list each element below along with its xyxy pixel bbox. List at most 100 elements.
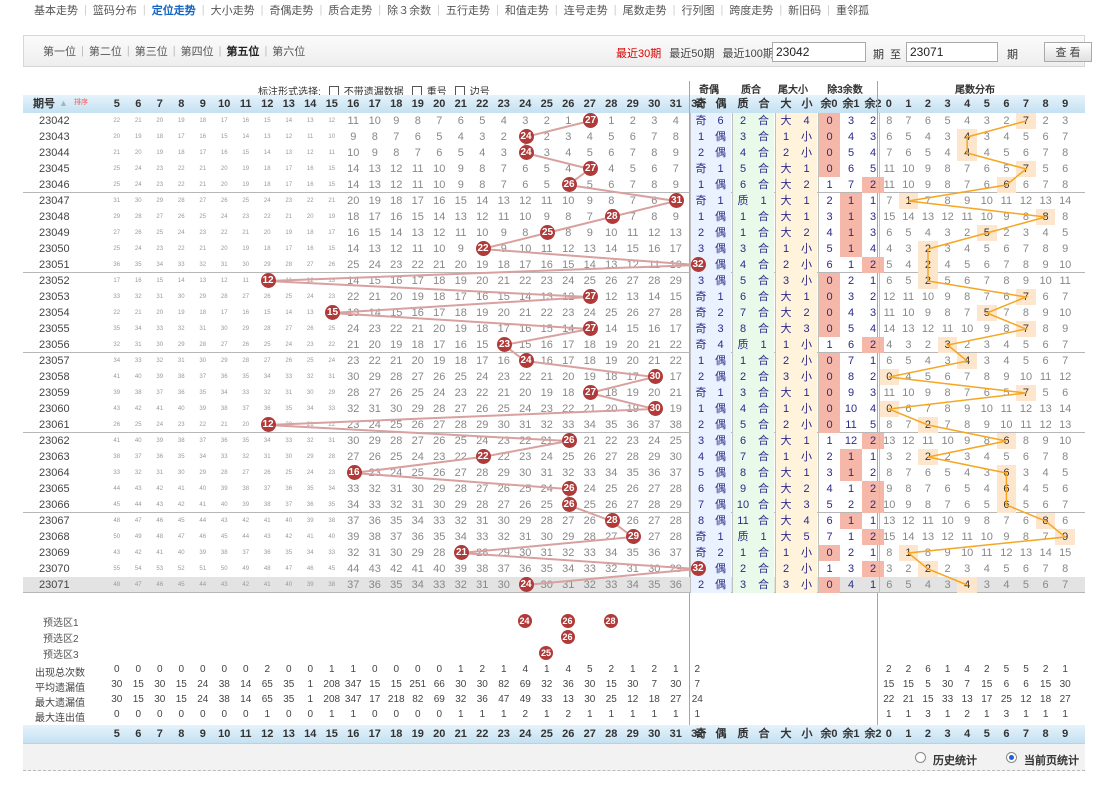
tail-cell: 4	[983, 147, 990, 159]
mod3-cell: 1	[847, 259, 855, 271]
composite-cell: 合	[753, 241, 774, 257]
preselection-ball[interactable]: 25	[539, 646, 553, 660]
stat-value: 208	[323, 694, 341, 705]
missing-value: 28	[669, 307, 682, 319]
footer-tail: 0	[885, 728, 892, 740]
checkbox-repeat[interactable]	[411, 85, 422, 96]
missing-value: 26	[220, 198, 228, 204]
position-tab[interactable]: 第三位	[134, 46, 168, 58]
nav-item[interactable]: 大小走势	[210, 5, 255, 17]
position-tab[interactable]: 第四位	[180, 46, 214, 58]
period-link[interactable]: 最近50期	[669, 48, 715, 60]
stat-value: 0	[242, 709, 249, 720]
tail-cell: 4	[924, 131, 932, 143]
nav-item[interactable]: 质合走势	[328, 5, 373, 17]
footer-number: 5	[113, 728, 120, 740]
nav-item[interactable]: 行列图	[681, 5, 715, 17]
tail-cell: 14	[879, 321, 899, 337]
toolbar: 第一位 | 第二位 | 第三位 | 第四位 | 第五位 | 第六位 最近30期 最近50期 最近100期…	[23, 35, 1092, 67]
stat-value: 65	[261, 694, 273, 705]
nav-item[interactable]: 重邻孤	[836, 5, 870, 17]
size-cell: 大	[775, 321, 796, 337]
tail-cell: 4	[879, 337, 899, 353]
query-button[interactable]: 查 看	[1044, 42, 1092, 62]
position-tab[interactable]: 第六位	[272, 46, 306, 58]
tail-cell: 7	[983, 275, 990, 287]
tail-cell: 2	[964, 227, 971, 239]
nav-item[interactable]: 新旧码	[788, 5, 822, 17]
mod3-cell: 0	[818, 161, 840, 177]
stat-label: 平均遗漏值	[35, 683, 85, 694]
radio-history[interactable]	[915, 752, 926, 763]
missing-value: 9	[457, 163, 464, 175]
mod3-cell: 0	[818, 273, 840, 289]
tail-cell: 13	[1039, 195, 1052, 207]
stat-value: 0	[135, 664, 142, 675]
header-sub: 奇	[695, 98, 707, 110]
table-row: 23044 21 20 19 18 17 16 15 14 13 12 11 10 9 8 7 6 5 4 3 24 3 4…	[23, 145, 1085, 161]
size-cell: 大	[775, 225, 796, 241]
nav-item[interactable]: 尾数走势	[622, 5, 667, 17]
composite-cell: 合	[753, 161, 774, 177]
missing-value: 9	[672, 147, 679, 159]
parity-cell: 奇	[690, 289, 711, 305]
parity-cell: 6	[710, 113, 731, 129]
period-number: 23047	[39, 195, 70, 207]
missing-value: 26	[306, 326, 314, 332]
stat-value: 30	[455, 679, 467, 690]
nav-item[interactable]: 奇偶走势	[269, 5, 314, 17]
stat-tail-value: 7	[964, 679, 970, 690]
missing-value: 18	[497, 259, 510, 271]
header-tail: 尾数分布	[955, 85, 995, 96]
stat-tail-value: 1	[1062, 664, 1068, 675]
missing-value: 16	[648, 323, 661, 335]
tail-cell: 6	[983, 163, 990, 175]
sort-icon[interactable]: ▲	[59, 98, 68, 108]
missing-value: 5	[586, 179, 593, 191]
header-sub: 余0	[820, 98, 838, 110]
header-number: 21	[454, 98, 467, 110]
checkbox-no-missing[interactable]	[328, 85, 339, 96]
nav-item[interactable]: 五行走势	[446, 5, 491, 17]
tail-cell: 6	[1022, 147, 1030, 159]
nav-item[interactable]: 篮码分布	[92, 5, 137, 17]
tail-cell: 5	[1022, 131, 1030, 143]
tail-cell: 9	[924, 179, 932, 191]
missing-value: 5	[586, 147, 593, 159]
checkbox-edge[interactable]	[454, 85, 465, 96]
nav-item[interactable]: 定位走势	[151, 5, 196, 17]
period-link[interactable]: 最近100期	[722, 48, 774, 60]
position-tab[interactable]: 第二位	[88, 46, 122, 58]
stat-value: 65	[261, 679, 273, 690]
period-from-input[interactable]	[772, 42, 866, 62]
period-to-input[interactable]	[906, 42, 998, 62]
missing-value: 13	[411, 227, 424, 239]
missing-value: 14	[433, 211, 446, 223]
footer-sub: 小	[801, 728, 813, 740]
nav-item[interactable]: 和值走势	[504, 5, 549, 17]
missing-value: 20	[411, 355, 424, 367]
position-tab[interactable]: 第五位	[226, 46, 260, 58]
stat-value: 30	[111, 679, 123, 690]
nav-item[interactable]: 跨度走势	[729, 5, 774, 17]
tail-cell: 10	[961, 323, 974, 335]
position-tab[interactable]: 第一位	[43, 46, 76, 58]
parity-cell: 奇	[690, 337, 711, 353]
radio-current[interactable]	[1006, 752, 1017, 763]
nav-separator: |	[378, 4, 382, 16]
sort-label[interactable]: 排序	[74, 99, 88, 106]
missing-value: 6	[651, 195, 658, 207]
stat-value: 0	[307, 664, 314, 675]
period-link[interactable]: 最近30期	[616, 48, 662, 60]
nav-item[interactable]: 连号走势	[563, 5, 608, 17]
footer-tail: 5	[983, 728, 990, 740]
hit-ball: 24	[518, 145, 534, 160]
nav-item[interactable]: 基本走势	[34, 5, 78, 17]
missing-value: 23	[562, 307, 575, 319]
missing-value: 31	[156, 294, 164, 300]
nav-item[interactable]: 除３余数	[387, 5, 432, 17]
missing-value: 19	[454, 275, 467, 287]
missing-value: 39	[156, 374, 164, 380]
hit-ball: 27	[583, 385, 598, 400]
missing-value: 23	[285, 198, 293, 204]
